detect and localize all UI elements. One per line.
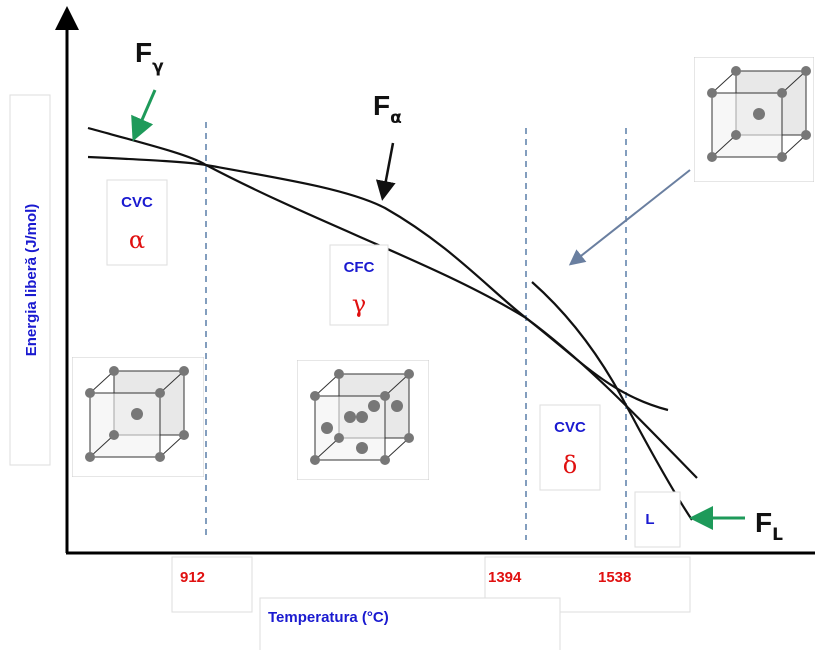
- temp-box: [171, 556, 253, 613]
- arrow: [568, 169, 691, 266]
- phase-box: [634, 491, 681, 548]
- bcc-cube: [72, 357, 204, 477]
- curve-subscript: γ: [152, 57, 164, 77]
- phase-box: [539, 404, 601, 491]
- phase-symbol: γ: [352, 290, 366, 318]
- phase-structure: L: [645, 511, 654, 528]
- arrow: [375, 142, 396, 201]
- curve-gamma: [87, 126, 698, 479]
- phase-symbol: α: [129, 226, 145, 254]
- curve-letter: F: [755, 507, 772, 538]
- temperature: 1394: [488, 569, 522, 586]
- curve-label: FL: [755, 507, 783, 545]
- curve-letter: F: [373, 90, 390, 121]
- curve-letter: F: [135, 37, 152, 68]
- x-label-box: [259, 597, 561, 650]
- phase-box: [106, 179, 168, 266]
- curve-liquid: [531, 281, 693, 521]
- curve-subscript: α: [390, 108, 402, 128]
- curve-label: Fγ: [135, 37, 164, 77]
- phase-symbol: δ: [563, 451, 577, 479]
- fcc-cube: [297, 360, 429, 480]
- phase-structure: CFC: [344, 259, 375, 276]
- temperature: 912: [180, 569, 205, 586]
- bcc-cube: [694, 57, 814, 182]
- y-label: Energia liberă (J/mol): [23, 204, 40, 357]
- x-label: Temperatura (°C): [268, 609, 389, 626]
- y-label-box: [9, 94, 51, 466]
- curve-label: Fα: [373, 90, 402, 128]
- curve-subscript: L: [772, 525, 783, 545]
- temperature: 1538: [598, 569, 631, 586]
- arrow: [131, 89, 157, 142]
- curve-alpha: [87, 155, 669, 412]
- phase-box: [329, 244, 389, 326]
- phase-structure: CVC: [554, 419, 586, 436]
- phase-structure: CVC: [121, 194, 153, 211]
